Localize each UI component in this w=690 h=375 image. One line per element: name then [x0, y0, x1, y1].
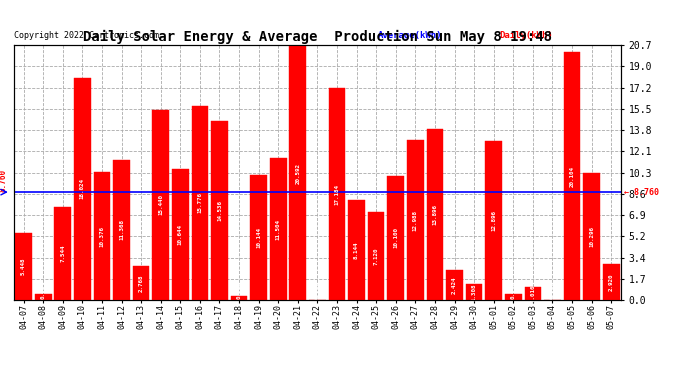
Text: 0.448: 0.448	[511, 282, 515, 299]
Bar	[94, 172, 110, 300]
Bar	[230, 296, 248, 300]
Text: Copyright 2022 Cartronics.com: Copyright 2022 Cartronics.com	[14, 31, 159, 40]
Bar	[407, 140, 424, 300]
Text: 0.312: 0.312	[237, 282, 241, 299]
Bar	[564, 53, 580, 300]
Title: Daily Solar Energy & Average  Production Sun May 8 19:48: Daily Solar Energy & Average Production …	[83, 30, 552, 44]
Text: 7.120: 7.120	[374, 248, 379, 265]
Bar	[152, 110, 169, 300]
Bar	[55, 207, 71, 300]
Bar	[426, 129, 443, 300]
Bar	[505, 294, 522, 300]
Bar	[270, 158, 286, 300]
Text: 17.184: 17.184	[335, 184, 339, 205]
Text: 13.896: 13.896	[433, 204, 437, 225]
Text: 7.544: 7.544	[60, 245, 66, 262]
Text: 5.448: 5.448	[21, 258, 26, 275]
Text: 12.896: 12.896	[491, 210, 496, 231]
Text: 12.988: 12.988	[413, 210, 418, 231]
Bar	[15, 233, 32, 300]
Text: 18.024: 18.024	[80, 178, 85, 200]
Bar	[583, 173, 600, 300]
Bar	[35, 294, 52, 300]
Text: 10.644: 10.644	[178, 224, 183, 245]
Bar	[290, 46, 306, 300]
Bar	[446, 270, 463, 300]
Bar	[524, 288, 541, 300]
Text: 0.464: 0.464	[41, 282, 46, 299]
Text: 2.424: 2.424	[452, 276, 457, 294]
Text: 20.104: 20.104	[569, 166, 575, 187]
Text: 11.504: 11.504	[276, 219, 281, 240]
Bar	[113, 160, 130, 300]
Text: 0.000: 0.000	[315, 282, 320, 299]
Bar	[172, 169, 188, 300]
Bar	[211, 121, 228, 300]
Bar	[74, 78, 90, 300]
Bar	[328, 88, 345, 300]
Bar	[348, 200, 365, 300]
Text: 0.000: 0.000	[550, 282, 555, 299]
Text: 15.776: 15.776	[197, 192, 202, 213]
Text: Daily(kWh): Daily(kWh)	[500, 31, 553, 40]
Bar	[387, 176, 404, 300]
Text: 8.760: 8.760	[0, 169, 8, 192]
Text: 10.376: 10.376	[99, 226, 104, 247]
Text: 1.016: 1.016	[531, 285, 535, 303]
Bar	[603, 264, 620, 300]
Text: 2.768: 2.768	[139, 274, 144, 292]
Text: 2.920: 2.920	[609, 273, 613, 291]
Bar	[466, 284, 482, 300]
Bar	[192, 106, 208, 300]
Text: 8.144: 8.144	[354, 241, 359, 259]
Text: 1.308: 1.308	[471, 283, 477, 301]
Bar	[250, 175, 267, 300]
Bar	[368, 212, 384, 300]
Text: 11.368: 11.368	[119, 219, 124, 240]
Text: 10.100: 10.100	[393, 227, 398, 248]
Text: 14.536: 14.536	[217, 200, 222, 221]
Text: 10.144: 10.144	[256, 227, 261, 248]
Text: ← 8.760: ← 8.760	[624, 188, 659, 196]
Text: 20.592: 20.592	[295, 163, 300, 184]
Text: 10.296: 10.296	[589, 226, 594, 247]
Text: 15.440: 15.440	[158, 194, 164, 215]
Bar	[132, 266, 150, 300]
Text: Average(kWh): Average(kWh)	[378, 31, 442, 40]
Bar	[485, 141, 502, 300]
